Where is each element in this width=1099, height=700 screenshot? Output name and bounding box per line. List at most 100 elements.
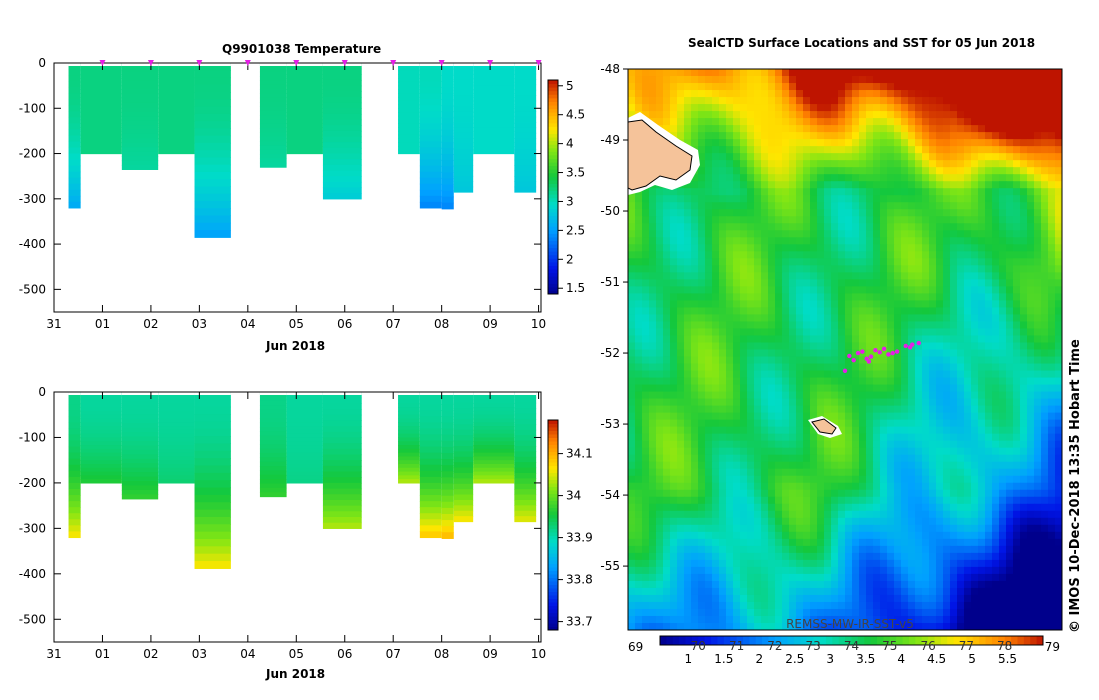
sst-cell (1006, 97, 1014, 105)
sst-cell (964, 69, 972, 77)
sst-cell (1027, 181, 1035, 189)
profile-0-10-cell-16 (441, 160, 454, 167)
sst-cell (1041, 307, 1049, 315)
sst-cell (908, 104, 916, 112)
profile-0-11-cell-9 (453, 111, 474, 118)
sst-cell (999, 202, 1007, 210)
sst-cell (845, 90, 853, 98)
sst-cell (894, 97, 902, 105)
profile-1-12-cell-20 (473, 467, 515, 473)
profile-1-3-cell-21 (158, 471, 195, 476)
sst-cell (747, 146, 755, 154)
sst-cell (838, 272, 846, 280)
sst-cell (663, 398, 671, 407)
sst-cell (789, 314, 797, 322)
sst-cell (1034, 398, 1042, 407)
sst-cell (635, 335, 643, 343)
sst-cell (733, 97, 741, 105)
sst-cell (894, 356, 902, 365)
sst-cell (894, 503, 902, 512)
profile-0-12-cell-1 (473, 66, 515, 72)
sst-cell (908, 216, 916, 224)
profile-1-11-cell-22 (453, 510, 474, 517)
sst-cell (1048, 90, 1056, 98)
sst-cell (831, 279, 839, 287)
sst-cell (712, 377, 720, 386)
sst-cell (992, 321, 1000, 329)
sst-cell (831, 97, 839, 105)
sst-cell (950, 510, 958, 519)
sst-cell (719, 342, 727, 350)
sst-cell (754, 230, 762, 238)
sst-cell (649, 349, 657, 358)
sst-cell (852, 118, 860, 126)
sst-cell (866, 258, 874, 266)
profile-1-4-cell-16 (194, 509, 231, 518)
sst-cell (915, 496, 923, 505)
sst-cell (810, 335, 818, 343)
sst-cell (915, 363, 923, 372)
sst-cell (866, 97, 874, 105)
profile-0-3-cell-23 (158, 149, 195, 155)
sst-cell (873, 125, 881, 133)
sst-cell (873, 111, 881, 119)
sst-cell (894, 160, 902, 168)
sst-cell (824, 342, 832, 350)
sst-cell (929, 118, 937, 126)
sst-cell (978, 468, 986, 477)
colorbar-1-swatch-15 (548, 574, 558, 578)
sst-cell (831, 398, 839, 407)
sst-cell (803, 146, 811, 154)
sst-cell (950, 279, 958, 287)
profile-0-11-cell-22 (453, 181, 474, 188)
sst-cell (915, 391, 923, 400)
sst-cell (1013, 216, 1021, 224)
sst-cell (698, 433, 706, 442)
sst-cell (684, 342, 692, 350)
sst-cell (943, 321, 951, 329)
sst-cell (733, 160, 741, 168)
profile-0-10-cell-8 (441, 111, 454, 119)
sst-cell (824, 153, 832, 161)
profile-0-5-cell-3 (259, 76, 287, 81)
sst-cell (775, 307, 783, 315)
profile-1-0-cell-7 (68, 434, 81, 442)
profile-0-8-cell-2 (398, 70, 420, 75)
sst-cell (712, 279, 720, 287)
profile-1-7-cell-15 (322, 477, 362, 484)
sst-cell (943, 363, 951, 372)
sst-cell (642, 412, 650, 421)
sst-cell (943, 489, 951, 498)
profile-0-5-cell-10 (259, 106, 287, 112)
sst-cell (957, 405, 965, 414)
sst-cell (726, 314, 734, 322)
sst-cell (719, 188, 727, 196)
sst-cell (817, 496, 825, 505)
sst-cell (754, 209, 762, 217)
sst-cell (733, 349, 741, 358)
sst-cell (740, 454, 748, 463)
sst-cell (887, 139, 895, 147)
sst-cell (656, 503, 664, 512)
sst-cell (894, 216, 902, 224)
profile-1-5-cell-21 (259, 483, 287, 489)
sst-cell (810, 461, 818, 470)
sst-cell (936, 377, 944, 386)
sst-cell (831, 454, 839, 463)
sst-cell (824, 104, 832, 112)
sst-cell (999, 258, 1007, 266)
sst-cell (1041, 398, 1049, 407)
sst-cell (642, 391, 650, 400)
profile-0-2-cell-21 (121, 156, 159, 162)
sst-cell (1020, 321, 1028, 329)
profile-0-3-cell-17 (158, 127, 195, 132)
sst-cell (950, 475, 958, 484)
sst-cell (719, 272, 727, 280)
sst-cell (908, 335, 916, 343)
sst-cell (887, 188, 895, 196)
profile-1-7-cell-0 (322, 392, 362, 399)
profile-0-8-cell-14 (398, 115, 420, 121)
sst-cell (768, 377, 776, 386)
profile-1-1-cell-22 (80, 475, 122, 480)
